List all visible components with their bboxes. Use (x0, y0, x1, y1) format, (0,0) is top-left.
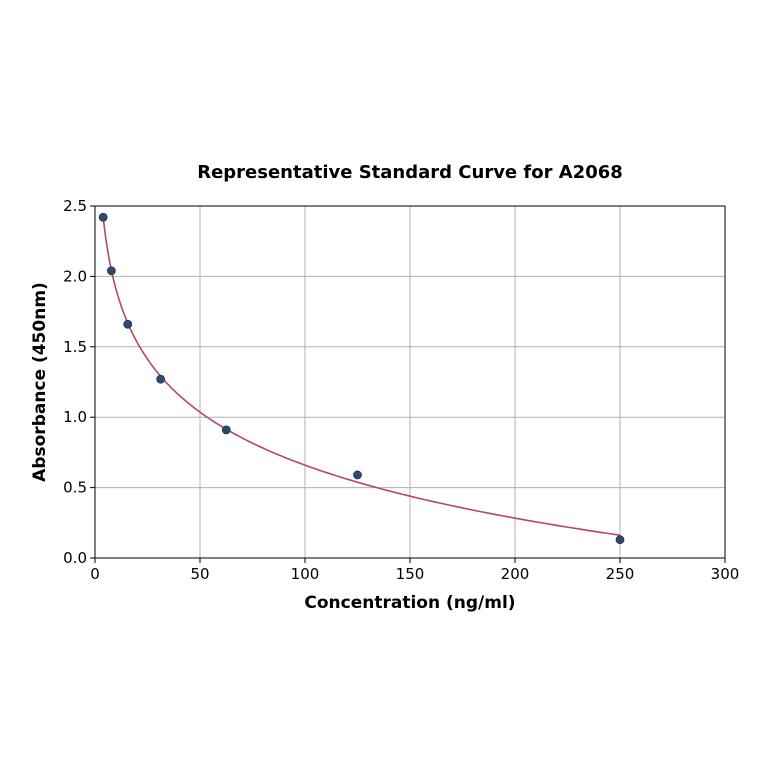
x-tick-label: 100 (291, 565, 320, 583)
plot-frame (94, 205, 726, 559)
x-tick-label: 50 (190, 565, 209, 583)
x-tick-label: 300 (711, 565, 740, 583)
y-axis-label: Absorbance (450nm) (30, 282, 50, 482)
data-point (615, 535, 625, 545)
axis-ticks (90, 205, 726, 563)
y-tick-label: 2.5 (63, 197, 87, 215)
x-tick-label: 150 (396, 565, 425, 583)
axis-tick-labels: 0 50 100 150 200 250 300 0.0 0.5 1.0 1.5 2.0 2.5 (63, 197, 739, 583)
y-tick-label: 0.5 (63, 479, 87, 497)
x-tick-label: 250 (606, 565, 635, 583)
data-point (221, 425, 231, 435)
chart-title: Representative Standard Curve for A2068 (197, 162, 623, 183)
y-tick-label: 0.0 (63, 549, 87, 567)
data-point (156, 374, 166, 384)
x-tick-label: 0 (90, 565, 100, 583)
data-point (123, 319, 133, 329)
grid-lines (94, 205, 726, 559)
data-point (353, 470, 362, 480)
data-points (98, 212, 625, 545)
x-axis-label: Concentration (ng/ml) (304, 593, 515, 613)
x-tick-label: 200 (501, 565, 530, 583)
y-tick-label: 1.0 (63, 408, 87, 426)
y-tick-label: 1.5 (63, 338, 87, 356)
y-tick-label: 2.0 (63, 267, 87, 285)
data-point (98, 212, 108, 222)
data-point (106, 266, 116, 276)
